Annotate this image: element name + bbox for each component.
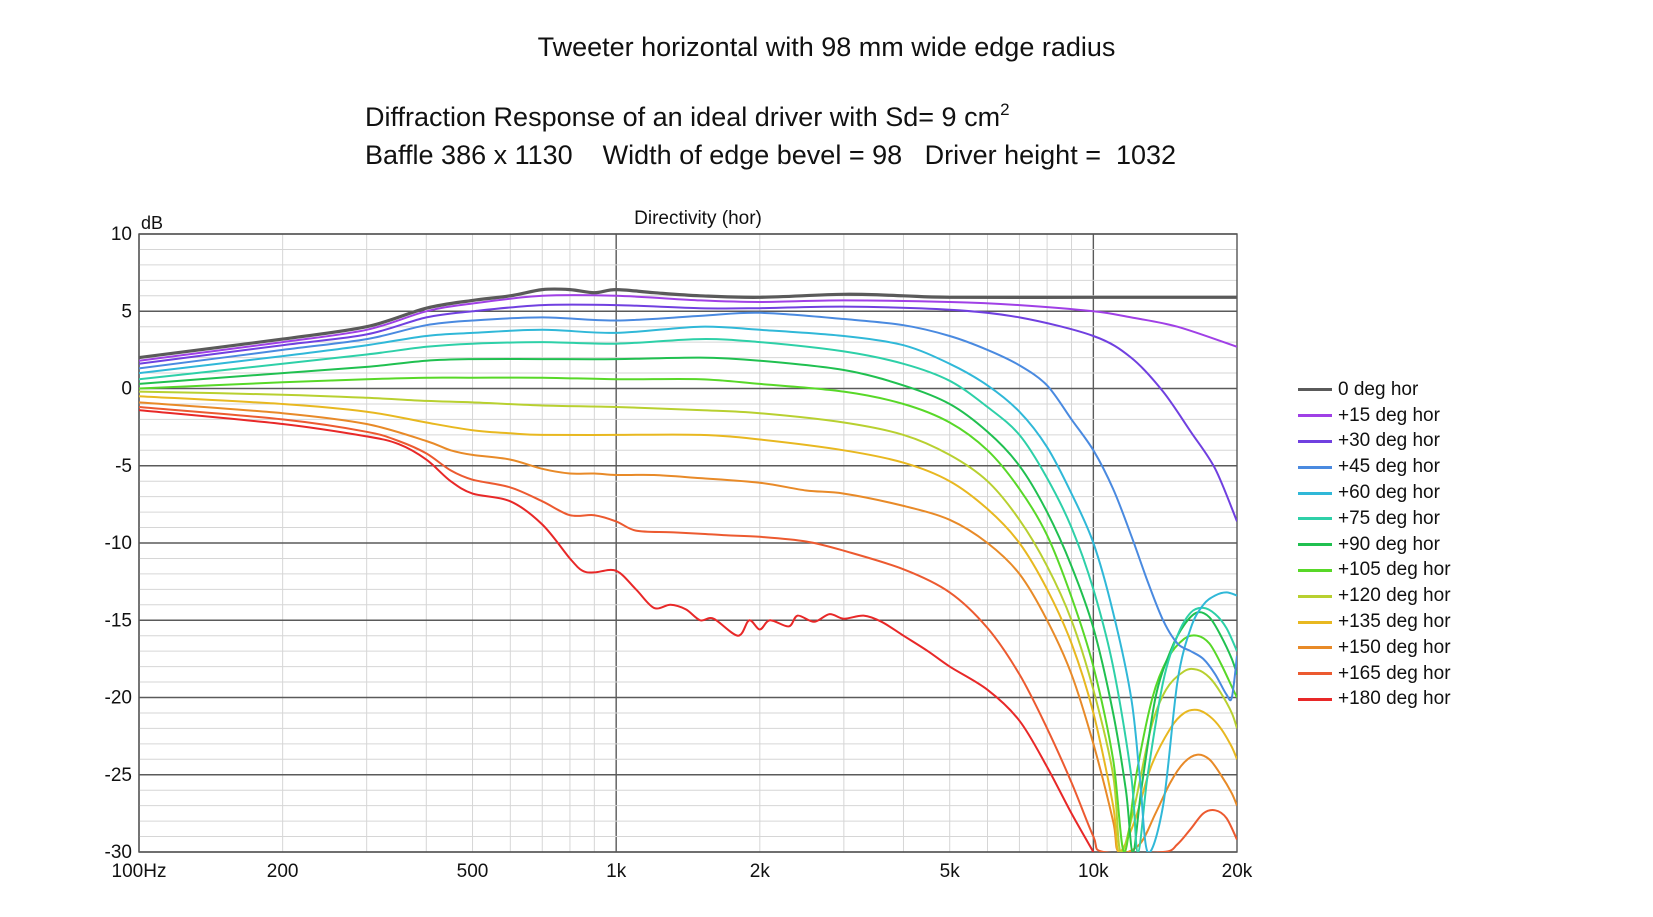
subtitle-line-2: Baffle 386 x 1130 Width of edge bevel = …: [365, 140, 1177, 170]
y-tick-label: -5: [115, 456, 132, 477]
legend-item: +75 deg hor: [1298, 506, 1451, 532]
legend: 0 deg hor +15 deg hor +30 deg hor +45 deg h…: [1298, 377, 1451, 712]
series-line-7: [139, 376, 1237, 852]
legend-item: +120 deg hor: [1298, 583, 1451, 609]
series-line-6: [139, 356, 1237, 852]
y-tick-label: -20: [105, 688, 132, 709]
y-tick-label: -25: [105, 765, 132, 786]
series-line-11: [139, 406, 1237, 852]
legend-swatch: [1298, 491, 1332, 495]
axes: [138, 233, 1238, 853]
legend-label: +165 deg hor: [1338, 662, 1451, 684]
legend-label: +30 deg hor: [1338, 430, 1440, 452]
legend-item: +30 deg hor: [1298, 429, 1451, 455]
series-line-1: [139, 294, 1237, 362]
legend-label: +135 deg hor: [1338, 611, 1451, 633]
legend-item: 0 deg hor: [1298, 377, 1451, 403]
series-line-12: [139, 409, 1095, 852]
y-axis-unit: dB: [141, 213, 163, 233]
series-line-9: [139, 395, 1237, 852]
legend-item: +15 deg hor: [1298, 403, 1451, 429]
legend-label: +180 deg hor: [1338, 688, 1451, 710]
x-tick-label: 1k: [606, 861, 627, 882]
series-line-4: [139, 325, 1237, 852]
legend-label: +90 deg hor: [1338, 533, 1440, 555]
series-line-2: [139, 303, 1237, 522]
series-line-5: [139, 338, 1237, 852]
plot-title: Directivity (hor): [634, 208, 762, 229]
legend-item: +105 deg hor: [1298, 558, 1451, 584]
legend-item: +135 deg hor: [1298, 609, 1451, 635]
chart-title: Tweeter horizontal with 98 mm wide edge …: [537, 32, 1116, 62]
grid: [138, 233, 1238, 853]
y-tick-label: -10: [105, 533, 132, 554]
series-line-8: [139, 390, 1237, 852]
legend-swatch: [1298, 543, 1332, 547]
legend-label: +15 deg hor: [1338, 404, 1440, 426]
x-tick-label: 2k: [750, 861, 771, 882]
legend-swatch: [1298, 594, 1332, 598]
legend-item: +180 deg hor: [1298, 687, 1451, 713]
legend-swatch: [1298, 697, 1332, 701]
legend-item: +45 deg hor: [1298, 454, 1451, 480]
series-line-0: [139, 287, 1237, 360]
legend-swatch: [1298, 672, 1332, 676]
legend-swatch: [1298, 620, 1332, 624]
legend-label: +75 deg hor: [1338, 507, 1440, 529]
legend-swatch: [1298, 414, 1332, 418]
legend-label: +150 deg hor: [1338, 636, 1451, 658]
x-tick-label: 10k: [1078, 861, 1109, 882]
subtitle-line-1: Diffraction Response of an ideal driver …: [365, 100, 1010, 133]
x-tick-label: 100Hz: [112, 861, 167, 882]
legend-swatch: [1298, 388, 1332, 392]
legend-item: +90 deg hor: [1298, 532, 1451, 558]
plot-frame: [138, 233, 1238, 853]
legend-item: +60 deg hor: [1298, 480, 1451, 506]
legend-label: +105 deg hor: [1338, 559, 1451, 581]
legend-swatch: [1298, 568, 1332, 572]
labels: Directivity (hor) dB 10 5 0 -5 -10 -15 -20 -25 -30…: [105, 208, 1253, 882]
legend-swatch: [1298, 465, 1332, 469]
legend-item: +165 deg hor: [1298, 661, 1451, 687]
superscript: 2: [1000, 100, 1010, 119]
legend-label: +45 deg hor: [1338, 456, 1440, 478]
legend-label: +60 deg hor: [1338, 482, 1440, 504]
y-tick-label: 5: [121, 301, 132, 322]
x-tick-label: 5k: [940, 861, 961, 882]
x-tick-label: 500: [457, 861, 489, 882]
x-tick-label: 200: [267, 861, 299, 882]
y-tick-label: 10: [111, 224, 132, 245]
y-tick-label: -30: [105, 842, 132, 863]
x-tick-label: 20k: [1222, 861, 1253, 882]
y-tick-label: 0: [121, 379, 132, 400]
subtitle-line-1-text: Diffraction Response of an ideal driver …: [365, 102, 1001, 132]
y-tick-label: -15: [105, 610, 132, 631]
legend-item: +150 deg hor: [1298, 635, 1451, 661]
legend-swatch: [1298, 439, 1332, 443]
series-layer: [139, 287, 1237, 852]
legend-swatch: [1298, 646, 1332, 650]
legend-label: 0 deg hor: [1338, 378, 1419, 400]
legend-swatch: [1298, 517, 1332, 521]
legend-label: +120 deg hor: [1338, 585, 1451, 607]
series-line-10: [139, 401, 1237, 852]
series-line-3: [139, 311, 1237, 702]
